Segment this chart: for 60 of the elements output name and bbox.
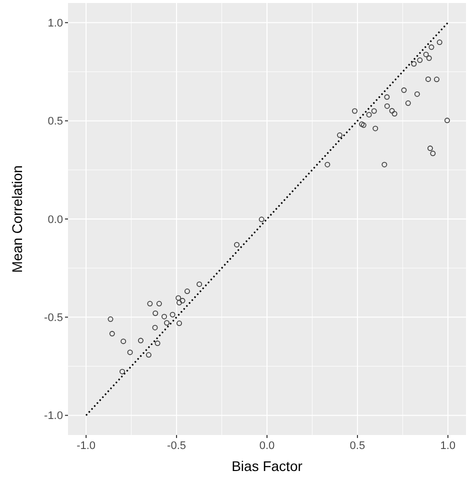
point (146, 352, 152, 358)
point (372, 126, 378, 132)
point (423, 52, 429, 58)
point (161, 314, 167, 320)
y-axis-title: Mean Correlation (9, 165, 25, 273)
point (384, 103, 390, 109)
point (371, 108, 377, 114)
point (444, 118, 450, 124)
point (389, 108, 395, 114)
point (384, 94, 390, 100)
point (434, 76, 440, 82)
point (425, 76, 431, 82)
point (120, 368, 126, 374)
point (324, 162, 330, 168)
point (156, 300, 162, 306)
y-tick-label: -0.5 (44, 312, 63, 324)
point (180, 298, 186, 304)
point (109, 330, 115, 336)
x-axis-title: Bias Factor (232, 458, 303, 474)
y-tick-label: -1.0 (44, 410, 63, 422)
point (164, 320, 170, 326)
point (127, 350, 133, 356)
point (426, 55, 432, 61)
x-tick-label: 0.5 (350, 440, 366, 452)
point (366, 112, 372, 118)
y-tick-label: 0.5 (48, 116, 63, 128)
point (392, 111, 398, 116)
point (436, 40, 442, 46)
point (234, 242, 240, 248)
point (196, 281, 202, 287)
point (108, 316, 114, 322)
point (417, 57, 423, 63)
point (258, 216, 264, 222)
point (120, 338, 126, 344)
y-tick-label: 1.0 (48, 17, 63, 30)
point (352, 108, 358, 114)
point (414, 91, 420, 97)
y-tick-label: 0.0 (48, 214, 63, 226)
point (184, 288, 190, 294)
point (430, 150, 436, 156)
x-tick-label: 0.0 (259, 440, 275, 452)
point (336, 132, 342, 138)
point (147, 300, 153, 306)
point (176, 300, 182, 306)
point (138, 338, 144, 344)
point (411, 61, 417, 67)
point (176, 320, 182, 326)
x-tick-label: 1.0 (440, 440, 456, 452)
point (152, 310, 158, 316)
point (382, 162, 388, 168)
x-tick-label: -1.0 (76, 440, 96, 452)
point (154, 340, 160, 346)
point (427, 146, 433, 152)
point (170, 312, 176, 318)
point (152, 324, 158, 330)
point (401, 87, 407, 93)
point (405, 100, 411, 106)
point (428, 44, 434, 50)
x-tick-label: -0.5 (167, 440, 186, 452)
point (176, 295, 182, 301)
